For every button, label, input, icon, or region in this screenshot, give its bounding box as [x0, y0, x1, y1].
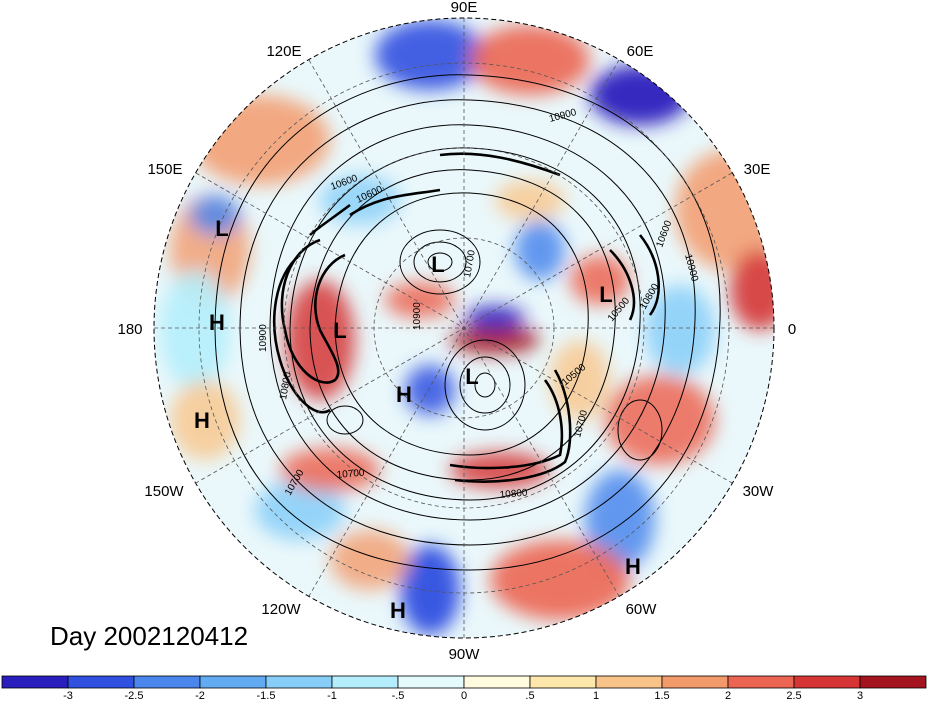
colorbar-cell [463, 675, 531, 689]
colorbar-tick-label: 2 [725, 690, 731, 702]
lon-label-120w: 120W [261, 601, 301, 618]
date-title: Day 2002120412 [50, 621, 248, 651]
map-boundary [153, 17, 775, 639]
lon-label-30w: 30W [743, 483, 775, 500]
lon-label-180: 180 [117, 321, 142, 338]
contour-label: 10700 [462, 249, 478, 279]
colorbar-tick-label: 1 [593, 690, 599, 702]
contour-label: 10900 [258, 324, 269, 352]
colorbar-tick-label: 3 [857, 690, 863, 702]
graticule [154, 18, 774, 638]
colorbar-tick-label: -3 [63, 690, 73, 702]
colorbar-cell [859, 675, 927, 689]
low-center-marker: L [431, 252, 444, 277]
colorbar-tick-label: -1 [327, 690, 337, 702]
colorbar-cell [1, 675, 69, 689]
high-center-marker: H [396, 382, 412, 407]
pressure-centers: L L L L L H H H H H [194, 216, 641, 623]
longitude-labels: 90E 60E 30E 0 30W 60W 90W 120W 150W 180 … [117, 0, 796, 663]
low-center-marker: L [599, 282, 612, 307]
colorbar-tick-label: 0 [461, 690, 467, 702]
high-center-marker: H [390, 598, 406, 623]
low-center-marker: L [215, 216, 228, 241]
lon-label-90e: 90E [451, 0, 478, 16]
colorbar-tick-label: .5 [525, 690, 534, 702]
colorbar-cell [133, 675, 201, 689]
lon-label-0: 0 [788, 321, 796, 338]
colorbar-tick-label: -2 [195, 690, 205, 702]
colorbar [1, 675, 927, 689]
lon-label-60e: 60E [627, 43, 654, 60]
colorbar-cell [265, 675, 333, 689]
contour-label: 10700 [336, 468, 365, 481]
jet-contours [273, 152, 661, 483]
colorbar-cell [67, 675, 135, 689]
lon-label-120e: 120E [266, 43, 301, 60]
colorbar-tick-labels: -3 -2.5 -2 -1.5 -1 -.5 0 .5 1 1.5 2 2.5 3 [63, 690, 863, 702]
height-contours [214, 74, 721, 571]
contour-label: 10800 [499, 488, 528, 501]
high-center-marker: H [209, 310, 225, 335]
lon-label-90w: 90W [449, 646, 481, 663]
lon-label-60w: 60W [626, 601, 658, 618]
high-center-marker: H [194, 408, 210, 433]
low-center-marker: L [465, 364, 478, 389]
lon-label-30e: 30E [744, 161, 771, 178]
contour-label: 10900 [412, 302, 423, 330]
colorbar-tick-label: -2.5 [125, 690, 144, 702]
colorbar-cell [595, 675, 663, 689]
contour-label: 10800 [278, 371, 294, 401]
colorbar-tick-label: 2.5 [786, 690, 801, 702]
colorbar-cell [331, 675, 399, 689]
colorbar-cell [199, 675, 267, 689]
colorbar-cell [661, 675, 729, 689]
lon-label-150w: 150W [144, 483, 184, 500]
low-center-marker: L [333, 318, 346, 343]
colorbar-tick-label: -.5 [392, 690, 405, 702]
colorbar-cell [793, 675, 861, 689]
colorbar-cell [397, 675, 465, 689]
colorbar-cell [529, 675, 597, 689]
high-center-marker: H [625, 554, 641, 579]
colorbar-cell [727, 675, 795, 689]
colorbar-tick-label: 1.5 [654, 690, 669, 702]
lon-label-150e: 150E [147, 161, 182, 178]
colorbar-tick-label: -1.5 [257, 690, 276, 702]
